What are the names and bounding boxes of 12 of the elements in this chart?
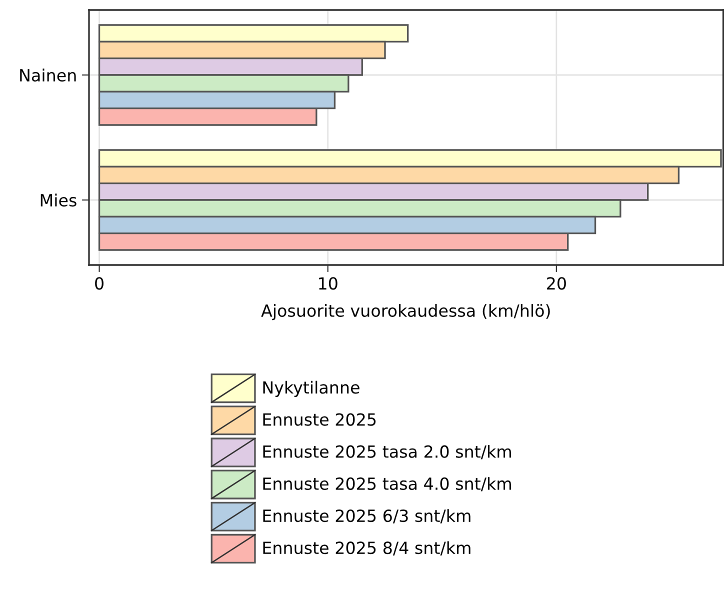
legend-label: Ennuste 2025 tasa 2.0 snt/km — [263, 444, 511, 460]
y-tick-label: Mies — [40, 194, 76, 207]
legend-label: Nykytilanne — [263, 380, 360, 397]
legend-label: Ennuste 2025 — [263, 413, 376, 426]
y-tick-label: Nainen — [20, 68, 76, 82]
legend-label: Ennuste 2025 6/3 snt/km — [263, 509, 470, 524]
x-axis-title: Ajosuorite vuorokaudessa (km/hlö) — [261, 304, 550, 320]
x-tick-label: 0 — [95, 277, 104, 290]
legend-label: Ennuste 2025 tasa 4.0 snt/km — [263, 477, 511, 492]
legend-label: Ennuste 2025 8/4 snt/km — [263, 541, 470, 556]
x-tick-label: 20 — [547, 277, 566, 290]
x-tick-label: 10 — [319, 277, 338, 290]
